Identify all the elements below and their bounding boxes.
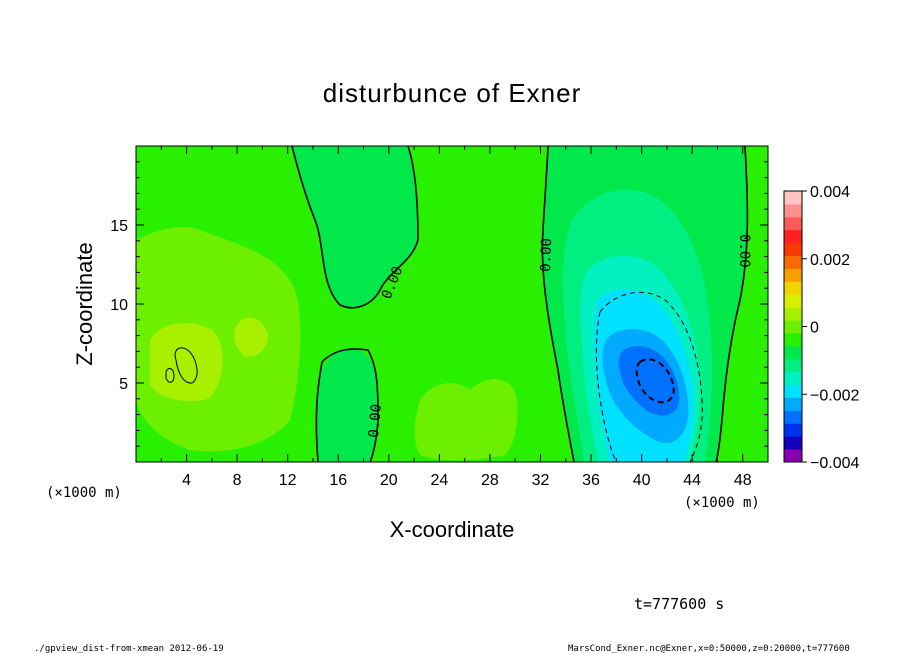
zero-contour-edge [715,146,749,462]
y-tick-label-2: 15 [110,218,128,235]
x-tick-label-2: 12 [279,472,297,489]
colorbar-swatch-15 [784,255,802,269]
colorbar-swatch-6 [784,371,802,386]
colorbar-tick-label-1: 0.002 [810,252,850,269]
footer-left: ./gpview_dist-from-xmean 2012-06-19 [34,644,224,654]
colorbar-swatch-18 [784,216,802,231]
colorbar-swatch-2 [784,423,802,437]
colorbar-swatch-12 [784,294,802,308]
contour-label-3: 0.00 [538,238,555,272]
y-axis-title: Z-coordinate [72,242,97,366]
x-tick-label-6: 28 [481,472,499,489]
colorbar-swatch-0 [784,449,802,463]
x-tick-label-8: 36 [582,472,600,489]
colorbar-swatch-11 [784,307,802,321]
x-tick-label-4: 20 [380,472,398,489]
colorbar-swatch-13 [784,281,802,295]
zero-contour-right [541,146,575,462]
x-axis-unit: (×1000 m) [684,495,760,511]
colorbar-swatch-7 [784,358,802,373]
colorbar-swatch-20 [784,191,802,205]
footer-right: MarsCond_Exner.nc@Exner,x=0:50000,z=0:20… [568,644,850,654]
zero-contours [291,146,749,462]
x-tick-label-5: 24 [430,472,448,489]
colorbar-swatch-1 [784,436,802,450]
time-annotation: t=777600 s [634,595,724,613]
field-positive-bottom [414,378,518,461]
colorbar-swatch-9 [784,332,802,347]
contour-label-4: 0.00 [736,234,752,268]
positive-contours [165,347,198,384]
colorbar-tick-label-2: 0 [810,320,819,337]
colorbar-tick-label-0: 0.004 [810,184,850,201]
colorbar-tick-label-3: −0.002 [810,387,859,404]
y-tick-label-0: 5 [119,376,128,393]
contour-label-2: 0.00 [366,403,385,438]
zero-contour-bottom [315,348,379,462]
x-tick-label-7: 32 [532,472,550,489]
negative-contours [595,291,703,462]
colorbar-swatch-5 [784,384,802,398]
field-positive-core [150,323,223,402]
colorbar-tick-label-4: −0.004 [810,455,859,472]
colorbar-swatch-14 [784,268,802,282]
y-axis-ticks: 5 10 15 [110,161,768,447]
colorbar: 0.004 0.002 0 −0.002 −0.004 [783,184,859,472]
x-tick-label-1: 8 [233,472,242,489]
x-tick-label-3: 16 [329,472,347,489]
negative-contour-core [635,358,675,404]
zero-contour-top [291,146,419,309]
x-tick-label-10: 44 [683,472,701,489]
colorbar-swatch-4 [784,397,802,411]
colorbar-swatch-3 [784,410,802,424]
colorbar-swatch-10 [784,320,802,334]
y-tick-label-1: 10 [110,297,128,314]
x-tick-label-0: 4 [182,472,191,489]
field-positive-spot [234,317,268,357]
x-tick-label-9: 40 [633,472,651,489]
chart-title: disturbunce of Exner [323,78,581,108]
colorbar-swatch-16 [784,242,802,257]
colorbar-swatch-17 [784,229,802,244]
field-negative-top [292,146,418,308]
contour-field [136,146,768,462]
colorbar-swatch-19 [784,203,802,218]
x-axis-ticks: 4 8 12 16 20 24 28 32 36 40 44 48 [160,146,752,489]
y-axis-unit: (×1000 m) [46,485,122,501]
colorbar-swatch-8 [784,345,802,360]
x-tick-label-11: 48 [734,472,752,489]
x-axis-title: X-coordinate [390,517,515,542]
field-negative-bottom [315,348,378,462]
field-well-core [618,346,680,416]
